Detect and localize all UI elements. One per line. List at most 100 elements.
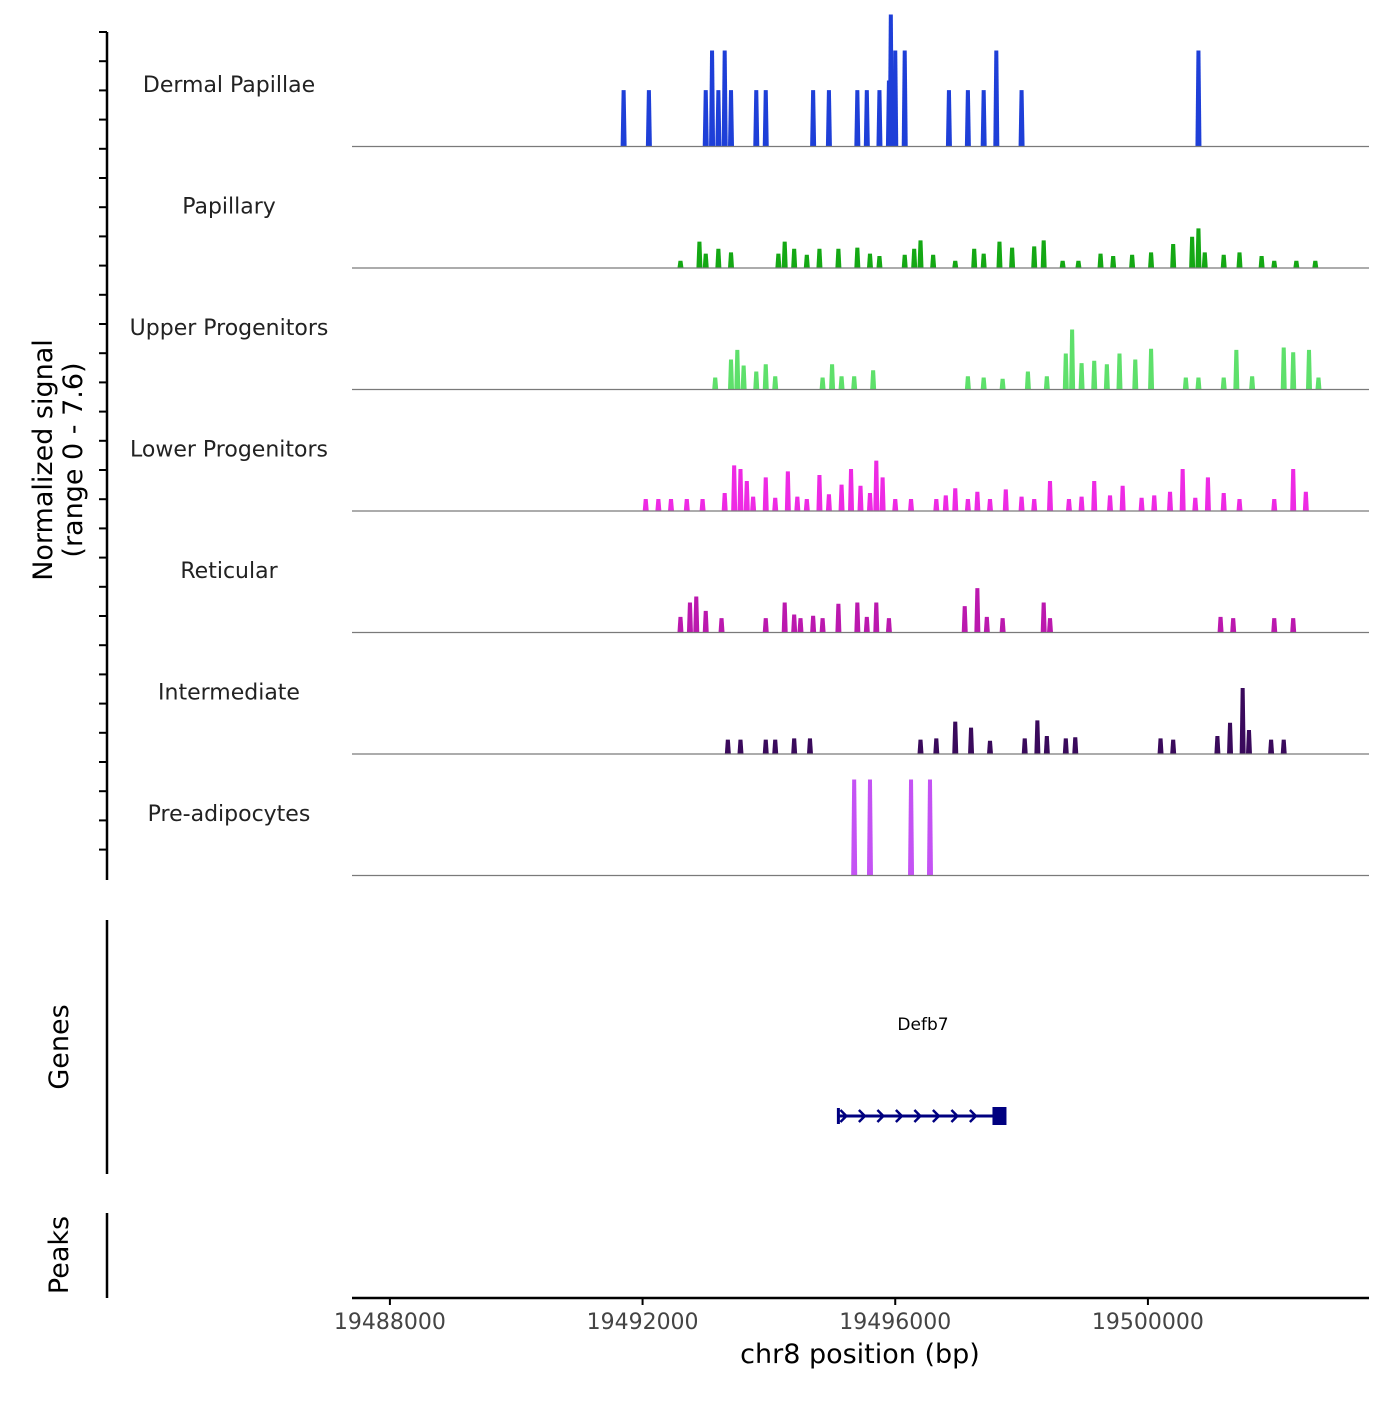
signal-peak-lower-progenitors [1290, 469, 1297, 511]
signal-peak-papillary [1271, 260, 1278, 268]
signal-peak-lower-progenitors [1302, 491, 1309, 511]
signal-peak-papillary [917, 240, 924, 268]
signal-peak-upper-progenitors [1182, 377, 1189, 390]
signal-peak-lower-progenitors [1047, 481, 1054, 511]
signal-peak-reticular [791, 614, 798, 633]
signal-peak-dermal-papillae [620, 90, 627, 147]
signal-peak-upper-progenitors [999, 378, 1006, 390]
signal-peak-lower-progenitors [879, 477, 886, 511]
signal-peak-lower-progenitors [683, 499, 690, 511]
signal-peak-papillary [816, 248, 823, 268]
signal-peak-upper-progenitors [1043, 376, 1050, 390]
signal-peak-dermal-papillae [854, 90, 861, 147]
signal-peak-dermal-papillae [887, 14, 894, 147]
signal-peak-lower-progenitors [816, 475, 823, 511]
gene-strand-arrow [895, 1109, 904, 1123]
signal-peak-intermediate [791, 738, 798, 754]
signal-peak-lower-progenitors [1138, 497, 1145, 511]
signal-peak-lower-progenitors [873, 460, 880, 511]
signal-peak-upper-progenitors [829, 364, 836, 390]
signal-peak-upper-progenitors [1116, 353, 1123, 390]
signal-peak-papillary [728, 252, 735, 268]
signal-peak-lower-progenitors [762, 477, 769, 511]
gene-strand-arrow [876, 1109, 886, 1123]
signal-peak-reticular [1217, 616, 1224, 633]
track-label-dermal-papillae: Dermal Papillae [143, 73, 315, 98]
signal-peak-upper-progenitors [838, 376, 845, 390]
signal-peak-intermediate [968, 727, 975, 754]
signal-peak-lower-progenitors [772, 497, 779, 511]
track-label-pre-adipocytes: Pre-adipocytes [148, 802, 311, 827]
signal-peak-upper-progenitors [1024, 371, 1031, 390]
gene-strand-arrow [932, 1109, 941, 1123]
signal-peak-upper-progenitors [1249, 376, 1256, 390]
signal-peak-lower-progenitors [699, 499, 706, 511]
signal-peak-upper-progenitors [1148, 348, 1155, 390]
signal-peak-upper-progenitors [753, 371, 760, 390]
signal-peak-lower-progenitors [848, 469, 855, 511]
signal-peak-intermediate [1043, 736, 1050, 754]
signal-peak-papillary [1201, 252, 1208, 268]
signal-peak-lower-progenitors [750, 496, 757, 511]
signal-peak-dermal-papillae [825, 90, 832, 147]
signal-peak-upper-progenitors [964, 376, 971, 390]
signal-peak-intermediate [1157, 738, 1164, 754]
signal-peak-papillary [1148, 252, 1155, 268]
signal-peak-reticular [762, 618, 769, 633]
signal-tracks: Dermal Papillae Papillary Upper Progenitor… [130, 14, 1369, 877]
signal-peak-upper-progenitors [1069, 329, 1076, 390]
signal-peak-papillary [901, 254, 908, 268]
track-label-papillary: Papillary [182, 195, 276, 220]
signal-peak-lower-progenitors [731, 465, 738, 511]
signal-peak-lower-progenitors [942, 495, 949, 511]
signal-peak-intermediate [1239, 688, 1246, 754]
signal-peak-reticular [961, 606, 968, 633]
track-papillary: Papillary [182, 195, 1369, 269]
signal-peak-lower-progenitors [1002, 489, 1009, 511]
signal-peak-dermal-papillae [762, 90, 769, 147]
signal-peak-upper-progenitors [870, 370, 877, 390]
signal-peak-dermal-papillae [721, 50, 728, 147]
signal-peak-papillary [911, 248, 918, 268]
signal-peak-dermal-papillae [709, 50, 716, 147]
signal-peak-lower-progenitors [1018, 496, 1025, 511]
signal-peak-papillary [1195, 228, 1202, 268]
signal-peak-intermediate [1214, 736, 1221, 754]
signal-peak-reticular [835, 603, 842, 633]
gene-strand-arrow [858, 1109, 867, 1123]
signal-peak-upper-progenitors [712, 377, 719, 390]
signal-peak-papillary [835, 248, 842, 268]
signal-peak-lower-progenitors [964, 499, 971, 511]
signal-peak-papillary [1097, 253, 1104, 268]
signal-peak-lower-progenitors [1192, 497, 1199, 511]
signal-peak-reticular [686, 602, 693, 633]
signal-peak-upper-progenitors [1078, 363, 1085, 390]
signal-peak-lower-progenitors [933, 499, 940, 511]
signal-peak-papillary [1312, 260, 1319, 268]
signal-peak-dermal-papillae [645, 90, 652, 147]
signal-peak-papillary [775, 253, 782, 268]
signal-y-ticks [99, 31, 107, 851]
signal-peak-lower-progenitors [825, 494, 832, 511]
signal-peak-lower-progenitors [743, 481, 750, 511]
signal-peak-intermediate [1170, 739, 1177, 754]
signal-peak-intermediate [724, 739, 731, 754]
signal-peak-intermediate [952, 721, 959, 754]
signal-peak-dermal-papillae [1018, 90, 1025, 147]
signal-peak-papillary [1009, 247, 1016, 268]
signal-peak-reticular [819, 618, 826, 633]
signal-peak-intermediate [1021, 738, 1028, 754]
signal-peak-lower-progenitors [642, 499, 649, 511]
track-intermediate: Intermediate [158, 681, 1369, 755]
signal-peak-reticular [1271, 618, 1278, 633]
signal-peak-intermediate [772, 739, 779, 754]
signal-peak-reticular [983, 616, 990, 633]
signal-peak-papillary [866, 253, 873, 268]
signal-peak-lower-progenitors [974, 491, 981, 511]
signal-peak-dermal-papillae [876, 90, 883, 147]
signal-peak-intermediate [986, 740, 993, 754]
signal-peak-lower-progenitors [1167, 491, 1174, 511]
signal-peak-dermal-papillae [728, 90, 735, 147]
signal-peak-reticular [1047, 618, 1054, 633]
signal-peak-dermal-papillae [980, 90, 987, 147]
